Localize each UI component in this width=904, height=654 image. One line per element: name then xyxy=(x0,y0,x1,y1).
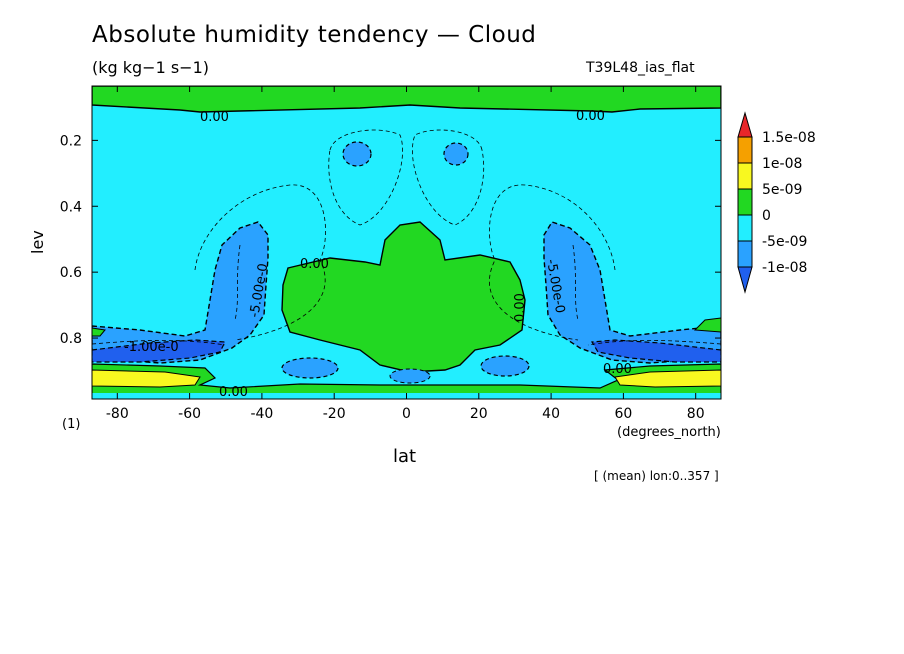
colorbar-swatch-green xyxy=(737,188,753,216)
contour-label: 0.00 xyxy=(300,257,329,272)
x-tick-label: -20 xyxy=(323,406,346,422)
contour-label: 0.00 xyxy=(200,110,229,125)
y-tick-label: 0.2 xyxy=(60,133,82,149)
colorbar: 1.5e-08 1e-08 5e-09 0 -5e-09 -1e-08 xyxy=(737,111,816,294)
x-tick-label: -40 xyxy=(250,406,273,422)
band-stratosphere-positive xyxy=(92,86,721,113)
y-axis-marker: (1) xyxy=(62,417,81,432)
x-tick-label: -60 xyxy=(178,406,201,422)
x-tick-label: 60 xyxy=(614,406,632,422)
blob-upper-right xyxy=(443,142,469,166)
blob-lower-right xyxy=(480,355,530,377)
contour-field: 0.00 0.00 0.00 0.00 0.00 0.00 -5.00e-0 -… xyxy=(92,86,721,400)
band-left-strong-negative xyxy=(92,339,226,363)
band-surface-positive xyxy=(92,363,721,399)
x-tick-label: 40 xyxy=(542,406,560,422)
averaging-note: [ (mean) lon:0..357 ] xyxy=(594,469,719,483)
x-tick-label: -80 xyxy=(106,406,129,422)
colorbar-top-arrow xyxy=(737,111,753,138)
colorbar-bottom-arrow xyxy=(737,266,753,294)
blob-lower-left xyxy=(281,357,339,379)
blob-lower-mid xyxy=(389,368,431,384)
run-name: T39L48_ias_flat xyxy=(586,60,695,76)
y-tick-label: 0.6 xyxy=(60,265,82,281)
colorbar-label: 1.5e-08 xyxy=(762,130,816,146)
dashed-contours xyxy=(92,129,721,346)
x-tick-label: 0 xyxy=(402,406,411,422)
x-tick-label: 20 xyxy=(470,406,488,422)
colorbar-swatch-orange xyxy=(737,136,753,164)
colorbar-label: -1e-08 xyxy=(762,260,807,276)
contour-label: 0.00 xyxy=(219,385,248,400)
chart-title: Absolute humidity tendency — Cloud xyxy=(92,22,537,48)
notch-right xyxy=(693,317,721,333)
contour-label: 0.00 xyxy=(576,109,605,124)
colorbar-label: 5e-09 xyxy=(762,182,802,198)
contour-label: -1.00e-0 xyxy=(124,340,179,355)
x-axis-units: (degrees_north) xyxy=(617,425,721,440)
band-central-positive xyxy=(281,221,526,373)
contour-label: 0.00 xyxy=(513,293,528,322)
band-right-strong-negative xyxy=(590,339,721,363)
contour-label-group: 0.00 0.00 0.00 0.00 0.00 0.00 -5.00e-0 -… xyxy=(124,109,632,400)
colorbar-swatch-yellow xyxy=(737,162,753,190)
x-axis-label: lat xyxy=(393,446,417,467)
band-right-negative xyxy=(543,221,721,364)
chart-units: (kg kg−1 s−1) xyxy=(92,58,210,77)
y-tick-label: 0.8 xyxy=(60,331,82,347)
colorbar-label: 1e-08 xyxy=(762,156,802,172)
blob-upper-left xyxy=(342,141,372,167)
y-tick-label: 0.4 xyxy=(60,199,82,215)
colorbar-label: 0 xyxy=(762,208,771,224)
colorbar-swatch-cyan xyxy=(737,214,753,242)
notch-left xyxy=(92,327,106,337)
band-left-negative xyxy=(92,221,269,364)
contour-label: 0.00 xyxy=(603,362,632,377)
axes: -80 -60 -40 -20 0 20 40 60 80 0.2 0.4 0.6 0.8 xyxy=(60,86,721,422)
band-right-polar-high xyxy=(614,369,721,388)
colorbar-label: -5e-09 xyxy=(762,234,807,250)
x-tick-label: 80 xyxy=(687,406,705,422)
colorbar-swatch-blue xyxy=(737,240,753,268)
band-left-polar-high xyxy=(92,369,201,388)
